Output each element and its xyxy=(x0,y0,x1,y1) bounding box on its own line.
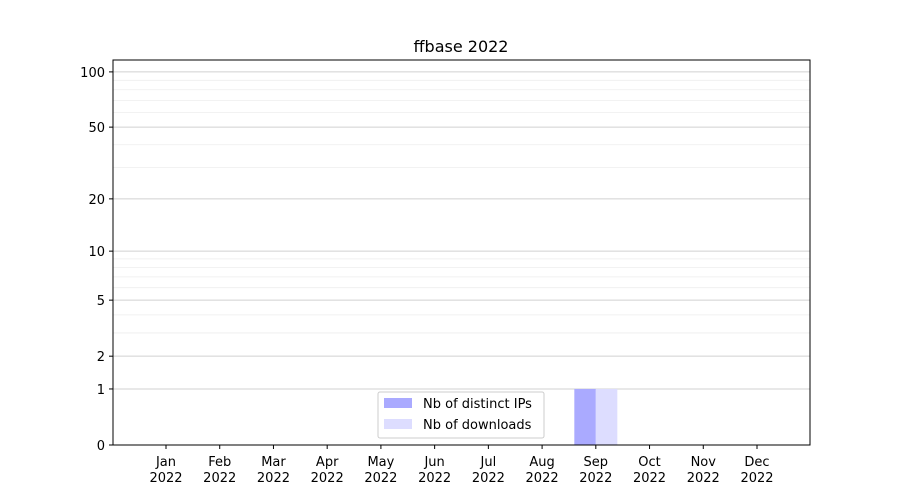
legend-swatch xyxy=(384,419,412,429)
x-tick-label: 2022 xyxy=(633,471,666,486)
x-tick-label: 2022 xyxy=(526,471,559,486)
legend-label: Nb of distinct IPs xyxy=(423,397,532,412)
y-tick-label: 100 xyxy=(80,66,105,81)
y-tick-label: 2 xyxy=(97,350,105,365)
bar-distinct-ips xyxy=(574,388,596,445)
y-tick-label: 20 xyxy=(88,193,105,208)
x-tick-label: 2022 xyxy=(687,471,720,486)
bar-downloads xyxy=(595,388,618,445)
x-tick-label: Sep xyxy=(584,455,609,470)
x-tick-label: 2022 xyxy=(579,471,612,486)
x-tick-label: Jul xyxy=(480,455,497,470)
legend-box xyxy=(377,391,545,439)
x-tick-label: 2022 xyxy=(149,471,182,486)
y-tick-label: 50 xyxy=(88,121,105,136)
y-tick-label: 1 xyxy=(97,383,105,398)
x-tick-label: Jun xyxy=(423,455,444,470)
x-tick-label: 2022 xyxy=(418,471,451,486)
x-tick-label: Oct xyxy=(638,455,660,470)
x-tick-label: Mar xyxy=(261,455,286,470)
x-tick-label: May xyxy=(367,455,394,470)
x-tick-label: Jan xyxy=(155,455,176,470)
y-tick-label: 10 xyxy=(88,245,105,260)
plot-frame xyxy=(112,59,811,446)
x-tick-label: 2022 xyxy=(364,471,397,486)
x-tick-label: Nov xyxy=(691,455,717,470)
legend-label: Nb of downloads xyxy=(423,418,532,433)
x-tick-label: 2022 xyxy=(257,471,290,486)
x-tick-label: 2022 xyxy=(472,471,505,486)
x-tick-label: Feb xyxy=(208,455,231,470)
x-tick-label: Apr xyxy=(316,455,339,470)
legend-swatch xyxy=(384,398,412,408)
y-tick-label: 0 xyxy=(97,439,105,454)
x-tick-label: Dec xyxy=(744,455,769,470)
x-tick-label: 2022 xyxy=(740,471,773,486)
chart-title: ffbase 2022 xyxy=(414,37,509,56)
x-tick-label: 2022 xyxy=(203,471,236,486)
x-tick-label: Aug xyxy=(529,455,554,470)
y-tick-label: 5 xyxy=(97,294,105,309)
x-tick-label: 2022 xyxy=(311,471,344,486)
